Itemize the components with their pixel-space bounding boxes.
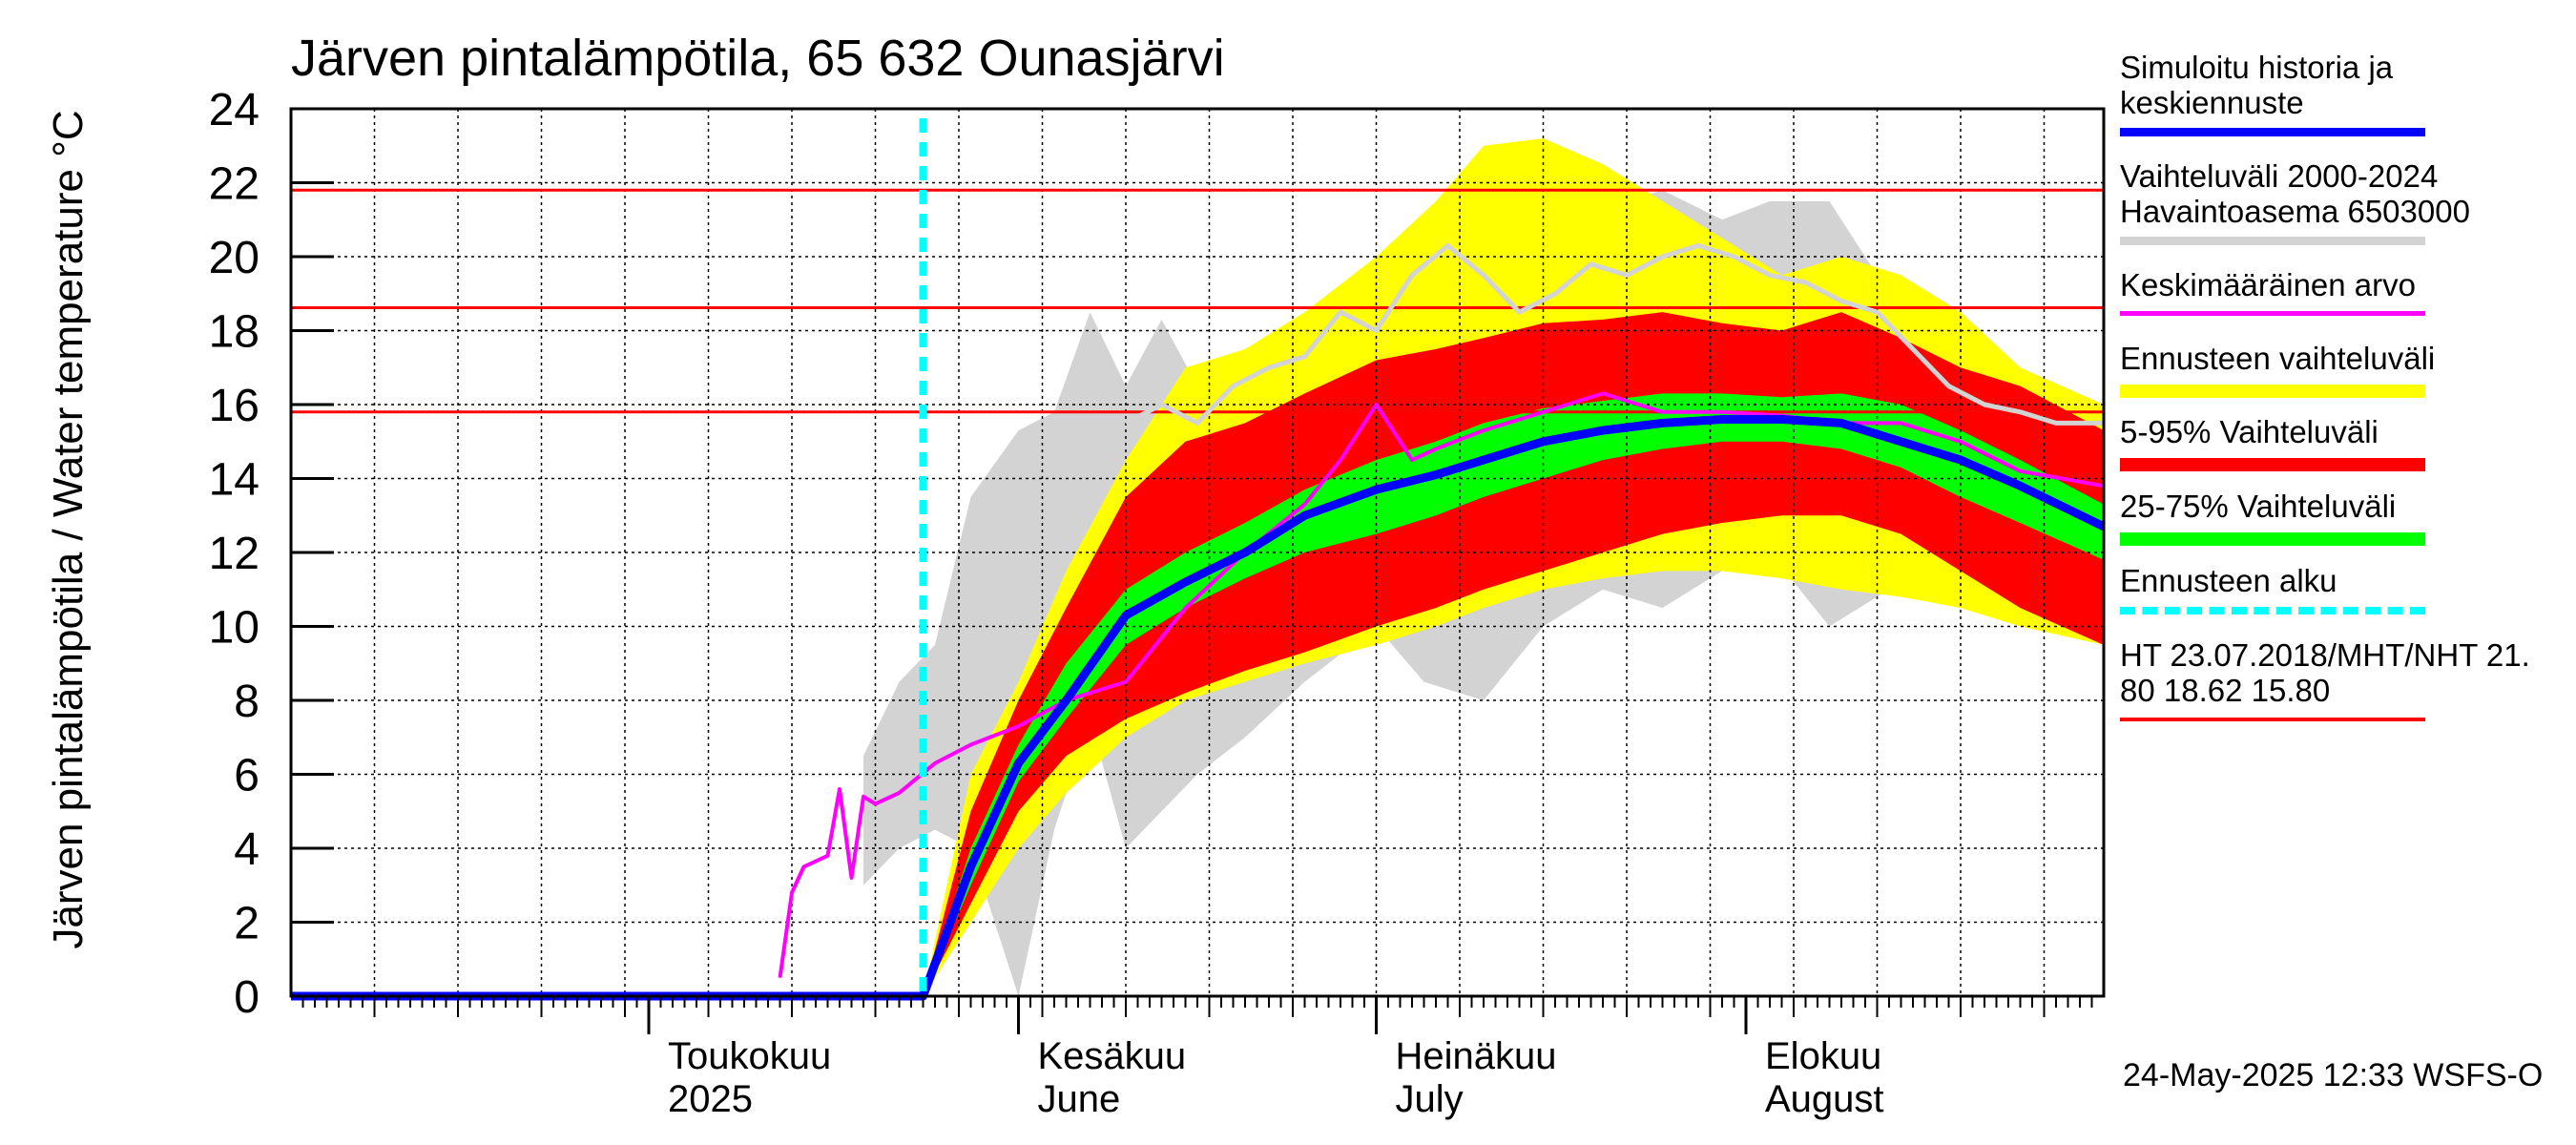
- legend-item-p5-95: 5-95% Vaihteluväli: [2120, 414, 2568, 471]
- y-tick-label: 0: [234, 972, 260, 1023]
- y-tick-label: 6: [234, 751, 260, 802]
- y-tick-label: 14: [209, 455, 260, 506]
- grid-layer: [291, 109, 2104, 996]
- y-tick-label: 16: [209, 381, 260, 431]
- legend-label: Vaihteluväli 2000-2024 Havaintoasema 650…: [2120, 158, 2470, 229]
- y-tick-label: 8: [234, 677, 260, 727]
- x-month-sublabel: June: [1038, 1078, 1121, 1120]
- lines-layer: [291, 118, 2106, 1001]
- y-tick-label: 12: [209, 529, 260, 579]
- legend-swatch: [2120, 607, 2425, 614]
- timestamp-footer: 24-May-2025 12:33 WSFS-O: [2123, 1057, 2544, 1093]
- x-month-label: Kesäkuu: [1038, 1035, 1187, 1077]
- x-month-label: Elokuu: [1765, 1035, 1881, 1077]
- legend-swatch: [2120, 237, 2425, 245]
- legend-swatch: [2120, 311, 2425, 316]
- legend-item-p25-75: 25-75% Vaihteluväli: [2120, 489, 2568, 546]
- legend-label: Keskimääräinen arvo: [2120, 267, 2416, 302]
- legend-swatch: [2120, 385, 2425, 398]
- p5-95-band: [923, 312, 2104, 997]
- legend-item-mean: Keskimääräinen arvo: [2120, 267, 2568, 316]
- legend-swatch: [2120, 718, 2425, 721]
- y-tick-label: 4: [234, 824, 260, 875]
- legend-item-reference-lines: HT 23.07.2018/MHT/NHT 21. 80 18.62 15.80: [2120, 637, 2568, 721]
- x-month-sublabel: 2025: [668, 1078, 753, 1120]
- p25-75-band: [923, 393, 2104, 996]
- y-tick-label: 10: [209, 603, 260, 654]
- y-tick-label: 18: [209, 307, 260, 358]
- legend-label: Ennusteen alku: [2120, 563, 2337, 598]
- y-tick-label: 20: [209, 233, 260, 283]
- y-tick-label: 22: [209, 159, 260, 210]
- mean-line: [778, 391, 2105, 978]
- chart-title: Järven pintalämpötila, 65 632 Ounasjärvi: [291, 30, 1225, 87]
- legend-item-forecast-range: Ennusteen vaihteluväli: [2120, 341, 2568, 398]
- x-month-label: Heinäkuu: [1396, 1035, 1557, 1077]
- legend-swatch: [2120, 532, 2425, 546]
- x-month-label: Toukokuu: [668, 1035, 831, 1077]
- y-tick-label: 24: [209, 85, 260, 135]
- legend-label: Ennusteen vaihteluväli: [2120, 341, 2436, 376]
- x-month-sublabel: July: [1396, 1078, 1464, 1120]
- legend-label: Simuloitu historia ja keskiennuste: [2120, 50, 2394, 120]
- legend-label: 5-95% Vaihteluväli: [2120, 414, 2379, 449]
- x-month-sublabel: August: [1765, 1078, 1884, 1120]
- legend-swatch: [2120, 128, 2425, 136]
- axes-layer: 024681012141618202224Toukokuu2025Kesäkuu…: [209, 85, 2106, 1120]
- history-observed-line: [1124, 242, 2104, 426]
- legend-item-simulated: Simuloitu historia ja keskiennuste: [2120, 50, 2568, 136]
- legend-item-history: Vaihteluväli 2000-2024 Havaintoasema 650…: [2120, 158, 2568, 245]
- y-tick-label: 2: [234, 899, 260, 949]
- legend-swatch: [2120, 458, 2425, 471]
- simulated-line: [291, 415, 2106, 1001]
- legend-label: 25-75% Vaihteluväli: [2120, 489, 2397, 524]
- legend-item-forecast-start: Ennusteen alku: [2120, 563, 2568, 614]
- bands-layer: [863, 138, 2104, 997]
- legend-label: HT 23.07.2018/MHT/NHT 21. 80 18.62 15.80: [2120, 637, 2530, 708]
- y-axis-label: Järven pintalämpötila / Water temperatur…: [45, 110, 92, 949]
